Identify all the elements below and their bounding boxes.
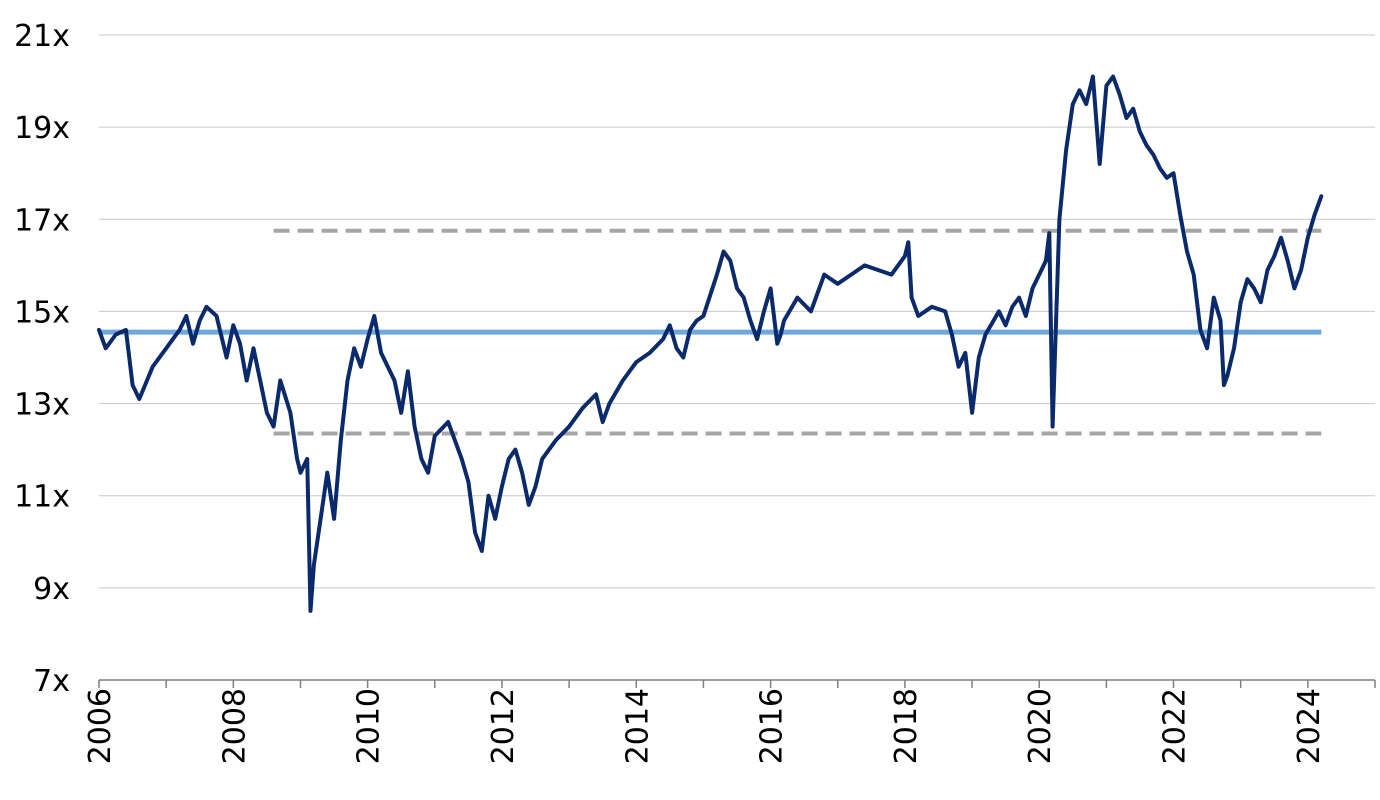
series-layer [97,74,1324,613]
x-tick-label: 2020 [1023,688,1058,764]
y-tick-label: 11x [14,480,70,515]
x-tick-label: 2010 [352,688,387,764]
y-tick-label: 15x [14,295,70,330]
y-axis: 7x 9x 11x 13x 15x 17x 19x 21x [14,19,70,699]
y-tick-label: 9x [33,572,70,607]
series-line [97,74,1324,613]
y-tick-label: 17x [14,203,70,238]
y-tick-label: 21x [14,19,70,54]
y-tick-label: 19x [14,111,70,146]
x-tick-label: 2008 [217,688,252,764]
x-tick-label: 2014 [620,688,655,764]
gridlines [99,34,1375,589]
y-tick-label: 7x [33,664,70,699]
x-tick-label: 2006 [83,688,118,764]
x-tick-label: 2016 [755,688,790,764]
reference-lines [99,228,1322,436]
x-tick-label: 2018 [889,688,924,764]
x-axis: 2006 2008 2010 2012 2014 2016 2018 2020 2022 2024 [83,679,1376,764]
y-tick-label: 13x [14,388,70,423]
x-tick-label: 2012 [486,688,521,764]
x-tick-label: 2022 [1158,688,1193,764]
x-tick-label: 2024 [1292,688,1327,764]
